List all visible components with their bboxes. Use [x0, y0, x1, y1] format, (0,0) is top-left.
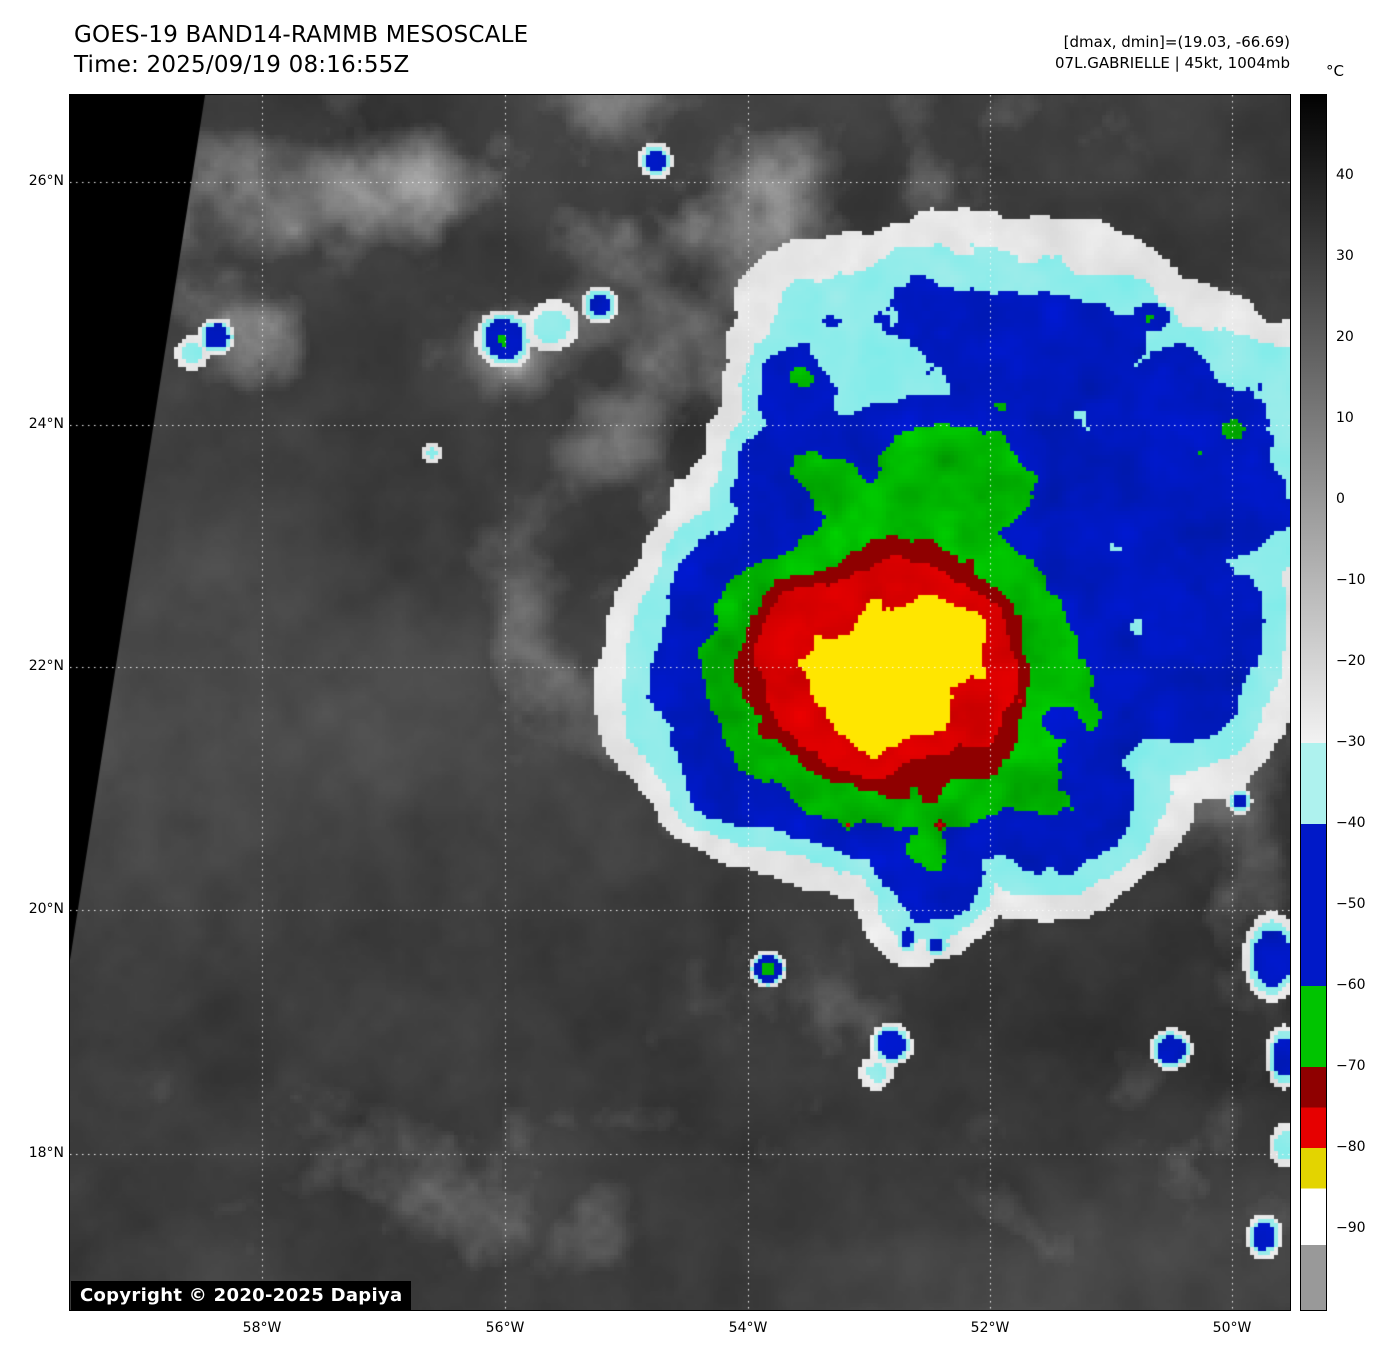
lon-tick-label: 54°W [728, 1320, 768, 1336]
copyright-watermark: Copyright © 2020-2025 Dapiya [71, 1281, 412, 1310]
header-right-block: [dmax, dmin]=(19.03, -66.69) 07L.GABRIEL… [1055, 32, 1290, 74]
colorbar-tick-label: −70 [1336, 1058, 1366, 1074]
satellite-map-image [69, 94, 1291, 1311]
lon-tick-label: 58°W [242, 1320, 282, 1336]
product-title: GOES-19 BAND14-RAMMB MESOSCALE [74, 22, 529, 48]
colorbar-tick-label: −60 [1336, 977, 1366, 993]
colorbar-tick-label: −10 [1336, 572, 1366, 588]
colorbar-tick-label: −90 [1336, 1220, 1366, 1236]
dmax-dmin-readout: [dmax, dmin]=(19.03, -66.69) [1063, 33, 1290, 51]
lat-tick-label: 18°N [28, 1145, 64, 1161]
colorbar-tick-label: −50 [1336, 896, 1366, 912]
colorbar-tick-label: 40 [1336, 167, 1354, 183]
storm-info-readout: 07L.GABRIELLE | 45kt, 1004mb [1055, 54, 1290, 72]
colorbar-tick-label: −30 [1336, 734, 1366, 750]
colorbar-tick-label: 0 [1336, 491, 1345, 507]
temperature-colorbar [1300, 94, 1327, 1311]
lon-tick-label: 56°W [485, 1320, 525, 1336]
colorbar-tick-label: 30 [1336, 248, 1354, 264]
colorbar-tick-label: 20 [1336, 329, 1354, 345]
lat-tick-label: 22°N [28, 658, 64, 674]
lon-tick-label: 52°W [970, 1320, 1010, 1336]
lon-tick-label: 50°W [1212, 1320, 1252, 1336]
lat-tick-label: 20°N [28, 901, 64, 917]
colorbar-unit-label: °C [1326, 62, 1344, 80]
colorbar-tick-label: −20 [1336, 653, 1366, 669]
colorbar-tick-label: 10 [1336, 410, 1354, 426]
colorbar-tick-label: −80 [1336, 1139, 1366, 1155]
lat-tick-label: 24°N [28, 416, 64, 432]
lat-tick-label: 26°N [28, 173, 64, 189]
product-time: Time: 2025/09/19 08:16:55Z [74, 52, 410, 78]
colorbar-tick-label: −40 [1336, 815, 1366, 831]
